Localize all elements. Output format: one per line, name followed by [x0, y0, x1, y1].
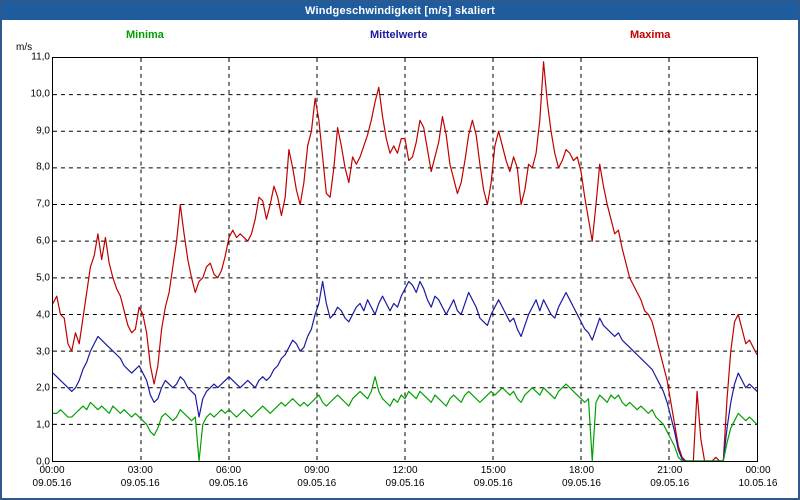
data-layer — [53, 61, 757, 461]
legend-item-mittelwerte: Mittelwerte — [370, 29, 428, 41]
y-tick-label: 0,0 — [36, 456, 50, 468]
y-tick-label: 3,0 — [36, 346, 50, 358]
x-tick-label: 12:00 09.05.16 — [385, 465, 425, 489]
page-title: Windgeschwindigkeit [m/s] skaliert — [304, 5, 496, 17]
y-tick-label: 4,0 — [36, 309, 50, 321]
y-axis-tick-labels: 0,0 1,0 2,0 3,0 4,0 5,0 6,0 7,0 8,0 9,0 10,0 11,0 — [2, 52, 50, 468]
chart-plot-box — [52, 57, 758, 462]
y-tick-label: 7,0 — [36, 198, 50, 210]
x-tick-label: 06:00 09.05.16 — [209, 465, 248, 489]
y-axis-unit-label: m/s — [16, 42, 33, 53]
x-tick-label: 09:00 09.05.16 — [297, 465, 337, 489]
legend-item-minima: Minima — [126, 29, 164, 41]
x-tick-label: 00:00 10.05.16 — [738, 465, 778, 489]
window-title-bar: Windgeschwindigkeit [m/s] skaliert — [2, 2, 798, 20]
plot-area: Minima Mittelwerte Maxima m/s 0,0 1,0 2,0 3… — [2, 20, 798, 498]
x-tick-label: 00:00 09.05.16 — [32, 465, 72, 489]
series-line-maxima — [53, 61, 757, 461]
y-tick-label: 9,0 — [36, 125, 50, 137]
x-axis-tick-labels: 00:00 09.05.16 03:00 09.05.16 06:00 09.05.16 0… — [33, 464, 778, 496]
series-line-minima — [53, 376, 757, 461]
y-tick-label: 10,0 — [30, 88, 50, 100]
legend-item-maxima: Maxima — [630, 29, 671, 41]
series-line-mittelwerte — [53, 280, 757, 461]
x-tick-label: 03:00 09.05.16 — [120, 465, 160, 489]
grid-layer — [53, 58, 757, 461]
y-tick-label: 11,0 — [31, 51, 50, 63]
x-tick-label: 21:00 09.05.16 — [650, 465, 690, 489]
y-tick-label: 5,0 — [36, 272, 50, 284]
y-tick-label: 6,0 — [36, 235, 50, 247]
y-tick-label: 1,0 — [36, 419, 50, 431]
y-tick-label: 8,0 — [36, 161, 50, 173]
x-tick-label: 15:00 09.05.16 — [473, 465, 513, 489]
y-tick-label: 2,0 — [36, 382, 50, 394]
x-tick-label: 18:00 09.05.16 — [562, 465, 601, 489]
